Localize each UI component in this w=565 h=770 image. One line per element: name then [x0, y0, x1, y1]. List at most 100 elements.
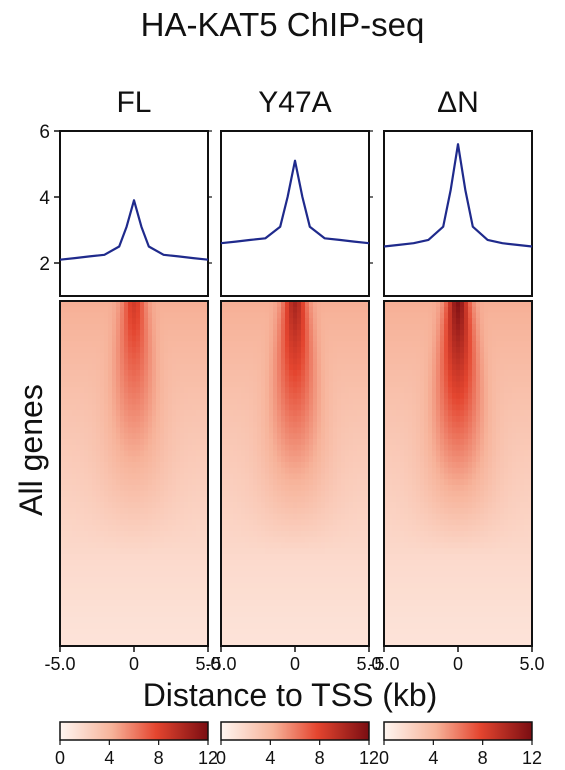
heatmap-cell: [204, 364, 208, 371]
heatmap-cell: [253, 416, 258, 423]
heatmap-cell: [108, 358, 113, 365]
heatmap-cell: [80, 559, 85, 567]
heatmap-cell: [196, 450, 201, 457]
heatmap-cell: [269, 479, 274, 486]
heatmap-cell: [412, 364, 417, 371]
heatmap-cell: [245, 456, 250, 463]
heatmap-cell: [184, 473, 189, 480]
heatmap-cell: [365, 634, 369, 641]
heatmap-cell: [184, 306, 189, 314]
heatmap-cell: [184, 571, 189, 578]
heatmap-cell: [168, 358, 173, 365]
heatmap-cell: [249, 485, 254, 492]
heatmap-cell: [148, 450, 153, 457]
heatmap-cell: [80, 623, 85, 630]
heatmap-cell: [148, 410, 153, 417]
heatmap-cell: [504, 335, 509, 342]
heatmap-cell: [184, 404, 189, 411]
heatmap-cell: [317, 502, 322, 509]
heatmap-cell: [172, 329, 177, 337]
heatmap-cell: [468, 329, 473, 337]
heatmap-cell: [144, 559, 149, 567]
heatmap-cell: [88, 427, 93, 434]
heatmap-cell: [156, 617, 161, 624]
heatmap-cell: [225, 588, 230, 595]
heatmap-cell: [313, 565, 318, 572]
heatmap-cell: [88, 347, 93, 354]
heatmap-cell: [148, 554, 153, 561]
heatmap-cell: [188, 502, 193, 509]
heatmap-cell: [492, 318, 497, 325]
heatmap-cell: [333, 513, 338, 521]
heatmap-cell: [84, 444, 89, 452]
heatmap-cell: [313, 605, 318, 613]
heatmap-cell: [297, 542, 302, 549]
heatmap-cell: [196, 324, 201, 331]
heatmap-cell: [253, 301, 258, 308]
heatmap-cell: [265, 462, 270, 469]
heatmap-cell: [361, 347, 366, 354]
heatmap-cell: [353, 640, 358, 646]
heatmap-cell: [253, 352, 258, 360]
heatmap-cell: [200, 427, 205, 434]
heatmap-cell: [241, 525, 246, 532]
heatmap-cell: [245, 301, 250, 308]
heatmap-cell: [64, 496, 69, 503]
heatmap-cell: [265, 341, 270, 348]
heatmap-cell: [188, 548, 193, 555]
heatmap-cell: [253, 370, 258, 377]
heatmap-cell: [245, 329, 250, 337]
heatmap-cell: [392, 301, 397, 308]
heatmap-cell: [112, 485, 117, 492]
heatmap-cell: [128, 502, 133, 509]
heatmap-cell: [392, 312, 397, 319]
heatmap-cell: [317, 588, 322, 595]
heatmap-cell: [160, 508, 165, 515]
heatmap-cell: [388, 312, 393, 319]
heatmap-cell: [104, 306, 109, 314]
heatmap-cell: [241, 640, 246, 646]
heatmap-cell: [492, 364, 497, 371]
heatmap-cell: [321, 329, 326, 337]
heatmap-cell: [301, 410, 306, 417]
heatmap-cell: [508, 370, 513, 377]
heatmap-cell: [297, 381, 302, 388]
heatmap-cell: [269, 462, 274, 469]
heatmap-cell: [357, 324, 362, 331]
heatmap-cell: [156, 542, 161, 549]
heatmap-cell: [152, 565, 157, 572]
heatmap-cell: [112, 571, 117, 578]
heatmap-cell: [188, 450, 193, 457]
heatmap-cell: [168, 450, 173, 457]
heatmap-cell: [120, 416, 125, 423]
heatmap-cell: [104, 393, 109, 400]
heatmap-cell: [72, 588, 77, 595]
heatmap-cell: [176, 387, 181, 394]
heatmap-cell: [365, 582, 369, 590]
heatmap-cell: [164, 496, 169, 503]
heatmap-cell: [365, 375, 369, 383]
heatmap-cell: [265, 410, 270, 417]
heatmap-cell: [188, 611, 193, 618]
heatmap-cell: [192, 427, 197, 434]
heatmap-cell: [188, 421, 193, 429]
heatmap-cell: [92, 387, 97, 394]
heatmap-cell: [396, 341, 401, 348]
heatmap-cell: [273, 577, 278, 584]
heatmap-cell: [200, 502, 205, 509]
heatmap-cell: [341, 502, 346, 509]
heatmap-cell: [80, 306, 85, 314]
heatmap-cell: [136, 329, 141, 337]
heatmap-cell: [516, 352, 521, 360]
heatmap-cell: [120, 393, 125, 400]
heatmap-cell: [289, 318, 294, 325]
heatmap-cell: [293, 600, 298, 607]
heatmap-cell: [112, 306, 117, 314]
heatmap-cell: [317, 611, 322, 618]
heatmap-cell: [321, 508, 326, 515]
heatmap-cell: [72, 427, 77, 434]
heatmap-cell: [229, 559, 234, 567]
heatmap-cell: [357, 496, 362, 503]
heatmap-cell: [524, 324, 529, 331]
heatmap-cell: [341, 628, 346, 636]
